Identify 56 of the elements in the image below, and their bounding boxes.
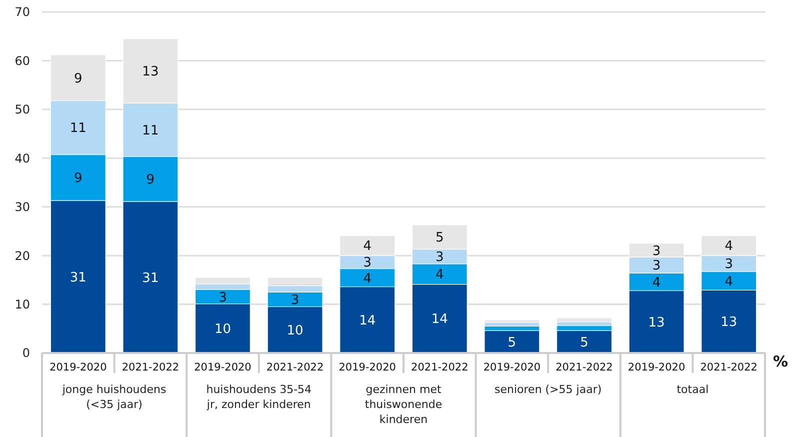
data-label: 10 [286, 323, 304, 338]
text: huishoudens 35-54 jr, zonder kinderen [206, 383, 312, 411]
data-label: 5 [580, 335, 588, 350]
x-tick-label: 2019-2020 [628, 362, 686, 374]
data-label: 4 [724, 239, 733, 254]
data-label: 4 [363, 239, 372, 254]
text: gezinnen met thuiswonende kinderen [364, 383, 442, 426]
data-label: 5 [436, 230, 444, 246]
data-label: 3 [290, 292, 300, 308]
data-label: 4 [652, 275, 661, 290]
data-label: 14 [431, 312, 448, 328]
y-tick-label: 40 [14, 151, 30, 166]
data-label: 9 [74, 171, 82, 186]
data-label: 31 [70, 270, 86, 286]
text: senioren (>55 jaar) [494, 383, 602, 396]
y-tick-label: 70 [14, 5, 30, 20]
data-label: 3 [436, 250, 444, 266]
data-label: 4 [363, 271, 372, 286]
data-label: 13 [720, 315, 738, 330]
data-label: 4 [436, 268, 444, 283]
text: totaal [676, 383, 709, 396]
x-tick-label: 2019-2020 [483, 362, 541, 374]
bar [556, 318, 612, 322]
data-label: 3 [363, 256, 372, 271]
data-label: 13 [648, 315, 665, 330]
text: jonge huishoudens (<35 jaar) [61, 383, 166, 411]
data-label: 13 [142, 64, 159, 80]
data-label: 14 [359, 313, 376, 328]
bar [484, 320, 540, 323]
y-axis-title: % [773, 352, 788, 370]
data-label: 9 [146, 172, 155, 188]
data-label: 3 [218, 290, 227, 306]
x-tick-label: 2019-2020 [338, 362, 396, 374]
data-label: 4 [724, 274, 733, 290]
data-label: 3 [652, 258, 661, 274]
data-label: 10 [214, 322, 232, 337]
data-label: 11 [70, 121, 86, 136]
y-tick-label: 0 [22, 346, 30, 360]
x-tick-label: 2021-2022 [122, 362, 180, 374]
x-tick-label: 2021-2022 [700, 362, 758, 374]
data-label: 11 [142, 123, 159, 138]
y-tick-label: 50 [14, 102, 30, 117]
x-tick-label: 2019-2020 [194, 362, 252, 374]
data-label: 3 [652, 244, 661, 259]
y-tick-label: 30 [14, 200, 30, 214]
y-tick-label: 10 [14, 297, 30, 312]
data-label: 5 [508, 335, 516, 350]
x-tick-label: 2021-2022 [556, 362, 613, 374]
x-tick-label: 2021-2022 [411, 362, 468, 374]
data-label: 3 [724, 257, 733, 272]
y-tick-label: 60 [14, 54, 30, 68]
data-label: 9 [74, 71, 82, 86]
y-tick-label: 20 [14, 248, 30, 263]
x-tick-label: 2019-2020 [50, 362, 107, 374]
x-tick-label: 2021-2022 [266, 362, 324, 374]
data-label: 31 [142, 270, 159, 286]
